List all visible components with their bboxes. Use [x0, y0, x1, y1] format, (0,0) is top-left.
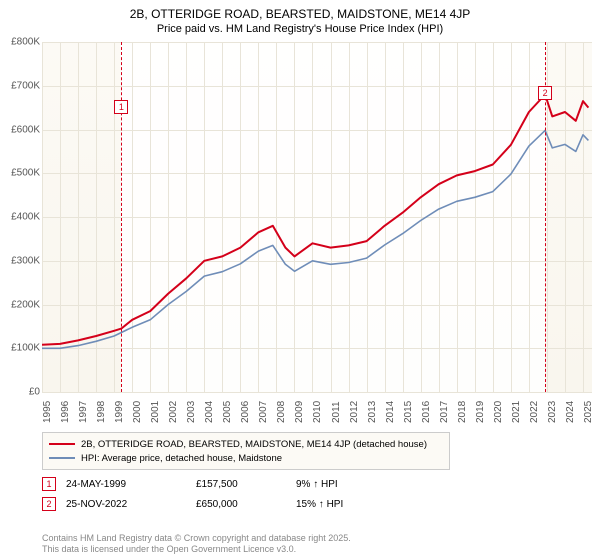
- chart-container: 2B, OTTERIDGE ROAD, BEARSTED, MAIDSTONE,…: [0, 0, 600, 560]
- legend-swatch-property: [49, 443, 75, 445]
- xtick-label: 1998: [96, 401, 107, 423]
- xtick-label: 2021: [511, 401, 522, 423]
- marker-table: 1 24-MAY-1999 £157,500 9% ↑ HPI 2 25-NOV…: [42, 474, 562, 514]
- marker-table-row-1: 1 24-MAY-1999 £157,500 9% ↑ HPI: [42, 474, 562, 494]
- ytick-label: £100K: [0, 343, 40, 354]
- chart-title: 2B, OTTERIDGE ROAD, BEARSTED, MAIDSTONE,…: [0, 0, 600, 23]
- xtick-label: 2023: [547, 401, 558, 423]
- ytick-label: £800K: [0, 37, 40, 48]
- ytick-label: £700K: [0, 80, 40, 91]
- xtick-label: 2015: [403, 401, 414, 423]
- footer: Contains HM Land Registry data © Crown c…: [42, 533, 351, 556]
- xtick-label: 2004: [204, 401, 215, 423]
- xtick-label: 2003: [186, 401, 197, 423]
- marker-box-1: 1: [114, 100, 128, 114]
- marker-table-row-2: 2 25-NOV-2022 £650,000 15% ↑ HPI: [42, 494, 562, 514]
- marker-price-2: £650,000: [196, 499, 286, 510]
- xtick-label: 1999: [114, 401, 125, 423]
- legend: 2B, OTTERIDGE ROAD, BEARSTED, MAIDSTONE,…: [42, 432, 450, 470]
- legend-row-property: 2B, OTTERIDGE ROAD, BEARSTED, MAIDSTONE,…: [49, 437, 443, 451]
- marker-date-2: 25-NOV-2022: [66, 499, 186, 510]
- xtick-label: 1997: [78, 401, 89, 423]
- chart-plot-area: £0£100K£200K£300K£400K£500K£600K£700K£80…: [42, 42, 592, 392]
- xtick-label: 2001: [150, 401, 161, 423]
- marker-box-2: 2: [538, 86, 552, 100]
- marker-date-1: 24-MAY-1999: [66, 479, 186, 490]
- xtick-label: 2024: [565, 401, 576, 423]
- xtick-label: 1995: [42, 401, 53, 423]
- xtick-label: 2022: [529, 401, 540, 423]
- ytick-label: £200K: [0, 299, 40, 310]
- line-series-svg: [42, 42, 592, 392]
- xtick-label: 2010: [312, 401, 323, 423]
- xtick-label: 2025: [583, 401, 594, 423]
- xtick-label: 2009: [294, 401, 305, 423]
- marker-badge-1: 1: [42, 477, 56, 491]
- series-property: [42, 95, 588, 345]
- ytick-label: £0: [0, 387, 40, 398]
- legend-row-hpi: HPI: Average price, detached house, Maid…: [49, 451, 443, 465]
- xtick-label: 2005: [222, 401, 233, 423]
- ytick-label: £500K: [0, 168, 40, 179]
- marker-pct-1: 9% ↑ HPI: [296, 479, 386, 490]
- series-hpi: [42, 130, 588, 348]
- xtick-label: 2014: [385, 401, 396, 423]
- xtick-label: 2019: [475, 401, 486, 423]
- xtick-label: 2000: [132, 401, 143, 423]
- ytick-label: £400K: [0, 212, 40, 223]
- xtick-label: 2008: [276, 401, 287, 423]
- xtick-label: 2016: [421, 401, 432, 423]
- xtick-label: 2012: [349, 401, 360, 423]
- legend-label-property: 2B, OTTERIDGE ROAD, BEARSTED, MAIDSTONE,…: [81, 439, 427, 450]
- legend-label-hpi: HPI: Average price, detached house, Maid…: [81, 453, 282, 464]
- xtick-label: 2011: [331, 401, 342, 423]
- legend-swatch-hpi: [49, 457, 75, 459]
- marker-pct-2: 15% ↑ HPI: [296, 499, 386, 510]
- xtick-label: 2002: [168, 401, 179, 423]
- footer-line-1: Contains HM Land Registry data © Crown c…: [42, 533, 351, 545]
- ytick-label: £300K: [0, 255, 40, 266]
- xtick-label: 2013: [367, 401, 378, 423]
- xtick-label: 2018: [457, 401, 468, 423]
- xtick-label: 2017: [439, 401, 450, 423]
- footer-line-2: This data is licensed under the Open Gov…: [42, 544, 351, 556]
- xtick-label: 2006: [240, 401, 251, 423]
- xtick-label: 2007: [258, 401, 269, 423]
- chart-subtitle: Price paid vs. HM Land Registry's House …: [0, 23, 600, 39]
- marker-price-1: £157,500: [196, 479, 286, 490]
- xtick-label: 1996: [60, 401, 71, 423]
- xtick-label: 2020: [493, 401, 504, 423]
- marker-badge-2: 2: [42, 497, 56, 511]
- ytick-label: £600K: [0, 124, 40, 135]
